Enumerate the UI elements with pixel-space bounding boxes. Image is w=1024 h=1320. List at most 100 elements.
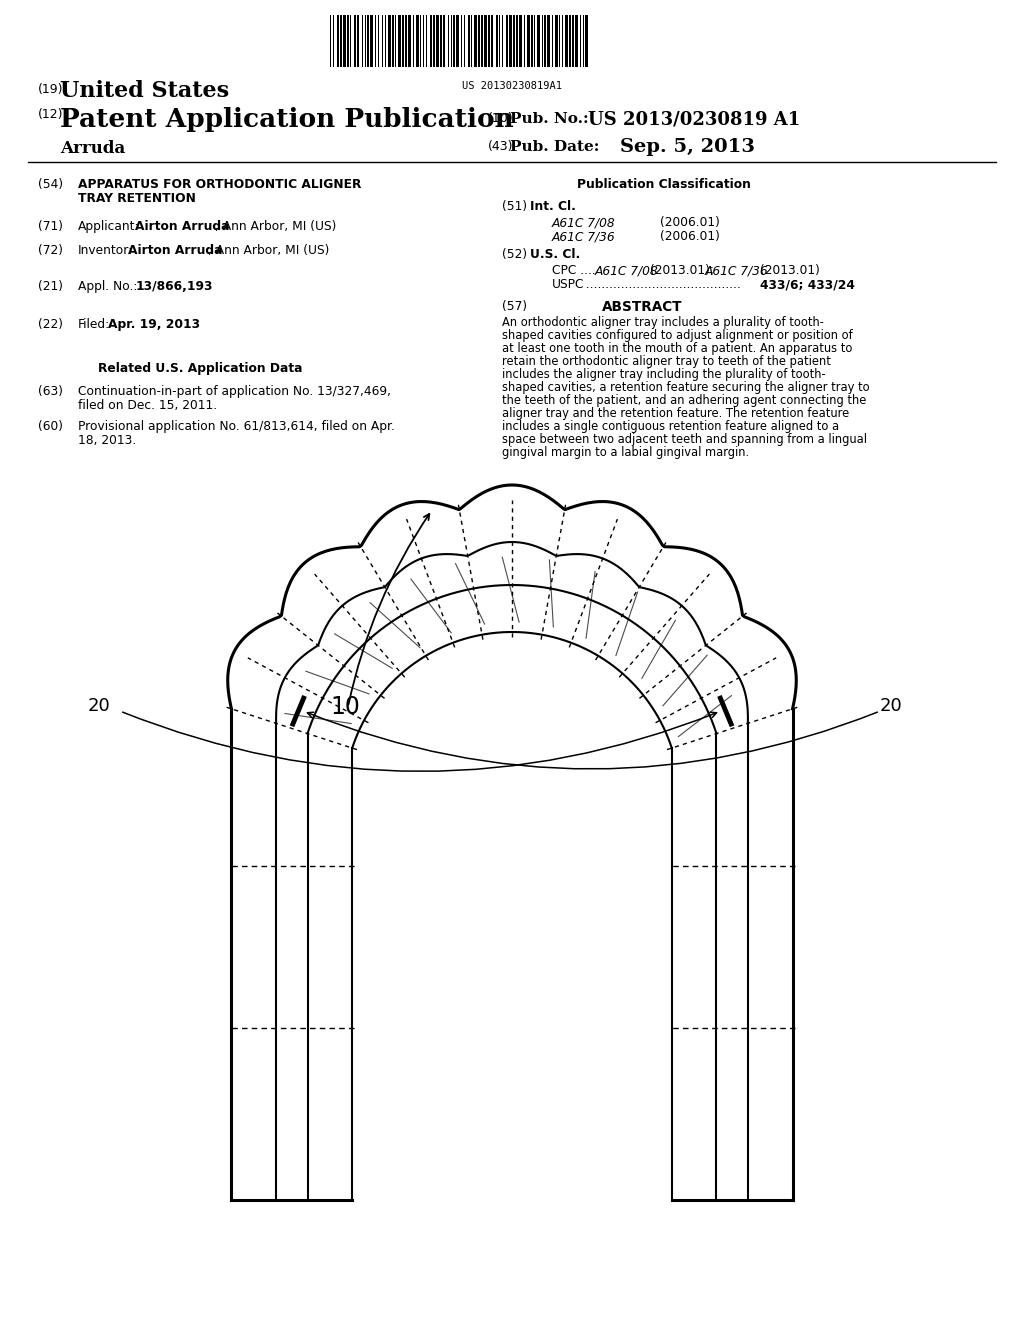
Text: Pub. Date:: Pub. Date: [510, 140, 599, 154]
Text: Int. Cl.: Int. Cl. [530, 201, 575, 213]
Text: (21): (21) [38, 280, 63, 293]
Text: 13/866,193: 13/866,193 [136, 280, 213, 293]
Text: A61C 7/36: A61C 7/36 [705, 264, 769, 277]
Bar [406, 15, 407, 67]
Bar [343, 15, 346, 67]
Text: at least one tooth in the mouth of a patient. An apparatus to: at least one tooth in the mouth of a pat… [502, 342, 852, 355]
Text: includes a single contiguous retention feature aligned to a: includes a single contiguous retention f… [502, 420, 839, 433]
Bar [436, 15, 439, 67]
Bar [433, 15, 435, 67]
Text: APPARATUS FOR ORTHODONTIC ALIGNER: APPARATUS FOR ORTHODONTIC ALIGNER [78, 178, 361, 191]
Bar [416, 15, 419, 67]
Text: (12): (12) [38, 108, 63, 121]
Text: retain the orthodontic aligner tray to teeth of the patient: retain the orthodontic aligner tray to t… [502, 355, 830, 368]
Text: Publication Classification: Publication Classification [577, 178, 751, 191]
Text: filed on Dec. 15, 2011.: filed on Dec. 15, 2011. [78, 399, 217, 412]
Bar [481, 15, 483, 67]
Text: 20: 20 [880, 697, 903, 715]
Bar [468, 15, 470, 67]
Bar [585, 15, 588, 67]
Text: shaped cavities, a retention feature securing the aligner tray to: shaped cavities, a retention feature sec… [502, 381, 869, 393]
Text: 20: 20 [88, 697, 111, 715]
Bar [474, 15, 477, 67]
Text: (71): (71) [38, 220, 63, 234]
Text: , Ann Arbor, MI (US): , Ann Arbor, MI (US) [215, 220, 336, 234]
Text: Filed:: Filed: [78, 318, 111, 331]
Bar [370, 15, 373, 67]
Text: (2013.01): (2013.01) [760, 264, 820, 277]
Bar [531, 15, 534, 67]
Bar [506, 15, 508, 67]
Bar [337, 15, 339, 67]
Text: includes the aligner tray including the plurality of tooth-: includes the aligner tray including the … [502, 368, 825, 381]
Bar [402, 15, 404, 67]
Bar [408, 15, 411, 67]
Text: Sep. 5, 2013: Sep. 5, 2013 [620, 139, 755, 156]
Bar [509, 15, 512, 67]
Bar [354, 15, 356, 67]
Text: shaped cavities configured to adjust alignment or position of: shaped cavities configured to adjust ali… [502, 329, 853, 342]
Text: (2006.01): (2006.01) [660, 216, 720, 228]
Bar [513, 15, 515, 67]
Bar [367, 15, 369, 67]
Bar [516, 15, 518, 67]
Bar [388, 15, 391, 67]
Text: US 20130230819A1: US 20130230819A1 [462, 81, 562, 91]
Text: (10): (10) [488, 112, 514, 125]
Text: gingival margin to a labial gingival margin.: gingival margin to a labial gingival mar… [502, 446, 750, 459]
Text: the teeth of the patient, and an adhering agent connecting the: the teeth of the patient, and an adherin… [502, 393, 866, 407]
Bar [488, 15, 490, 67]
Text: Apr. 19, 2013: Apr. 19, 2013 [108, 318, 200, 331]
Text: Continuation-in-part of application No. 13/327,469,: Continuation-in-part of application No. … [78, 385, 391, 399]
Text: Related U.S. Application Data: Related U.S. Application Data [98, 362, 302, 375]
Bar [478, 15, 480, 67]
Text: 18, 2013.: 18, 2013. [78, 434, 136, 447]
Text: U.S. Cl.: U.S. Cl. [530, 248, 581, 261]
Bar [453, 15, 455, 67]
Text: Applicant:: Applicant: [78, 220, 139, 234]
Text: Inventor:: Inventor: [78, 244, 133, 257]
Text: , Ann Arbor, MI (US): , Ann Arbor, MI (US) [208, 244, 330, 257]
Text: (22): (22) [38, 318, 63, 331]
Text: TRAY RETENTION: TRAY RETENTION [78, 191, 196, 205]
Text: (2006.01): (2006.01) [660, 230, 720, 243]
Text: 433/6; 433/24: 433/6; 433/24 [760, 279, 855, 290]
Bar [519, 15, 522, 67]
Text: ........................................: ........................................ [582, 279, 741, 290]
Text: Appl. No.:: Appl. No.: [78, 280, 137, 293]
Text: (19): (19) [38, 83, 63, 96]
Text: Airton Arruda: Airton Arruda [135, 220, 229, 234]
Text: space between two adjacent teeth and spanning from a lingual: space between two adjacent teeth and spa… [502, 433, 867, 446]
Text: (72): (72) [38, 244, 63, 257]
Bar [440, 15, 442, 67]
Bar [357, 15, 359, 67]
Text: A61C 7/08: A61C 7/08 [595, 264, 658, 277]
Text: (52): (52) [502, 248, 527, 261]
Bar [484, 15, 487, 67]
Bar [527, 15, 530, 67]
Bar [575, 15, 578, 67]
Text: aligner tray and the retention feature. The retention feature: aligner tray and the retention feature. … [502, 407, 849, 420]
Bar [490, 15, 493, 67]
Text: Pub. No.:: Pub. No.: [510, 112, 589, 125]
Bar [572, 15, 574, 67]
Text: (51): (51) [502, 201, 527, 213]
Text: (60): (60) [38, 420, 63, 433]
Bar [544, 15, 546, 67]
Text: US 2013/0230819 A1: US 2013/0230819 A1 [588, 110, 800, 128]
Text: USPC: USPC [552, 279, 585, 290]
Bar [443, 15, 445, 67]
Text: (43): (43) [488, 140, 513, 153]
Text: Provisional application No. 61/813,614, filed on Apr.: Provisional application No. 61/813,614, … [78, 420, 395, 433]
Bar [347, 15, 349, 67]
Text: United States: United States [60, 81, 229, 102]
Bar [547, 15, 550, 67]
Text: CPC ....: CPC .... [552, 264, 596, 277]
Text: (54): (54) [38, 178, 63, 191]
Bar [496, 15, 498, 67]
Text: Patent Application Publication: Patent Application Publication [60, 107, 514, 132]
Text: Airton Arruda: Airton Arruda [128, 244, 222, 257]
Bar [430, 15, 432, 67]
Text: (63): (63) [38, 385, 63, 399]
Bar [569, 15, 571, 67]
